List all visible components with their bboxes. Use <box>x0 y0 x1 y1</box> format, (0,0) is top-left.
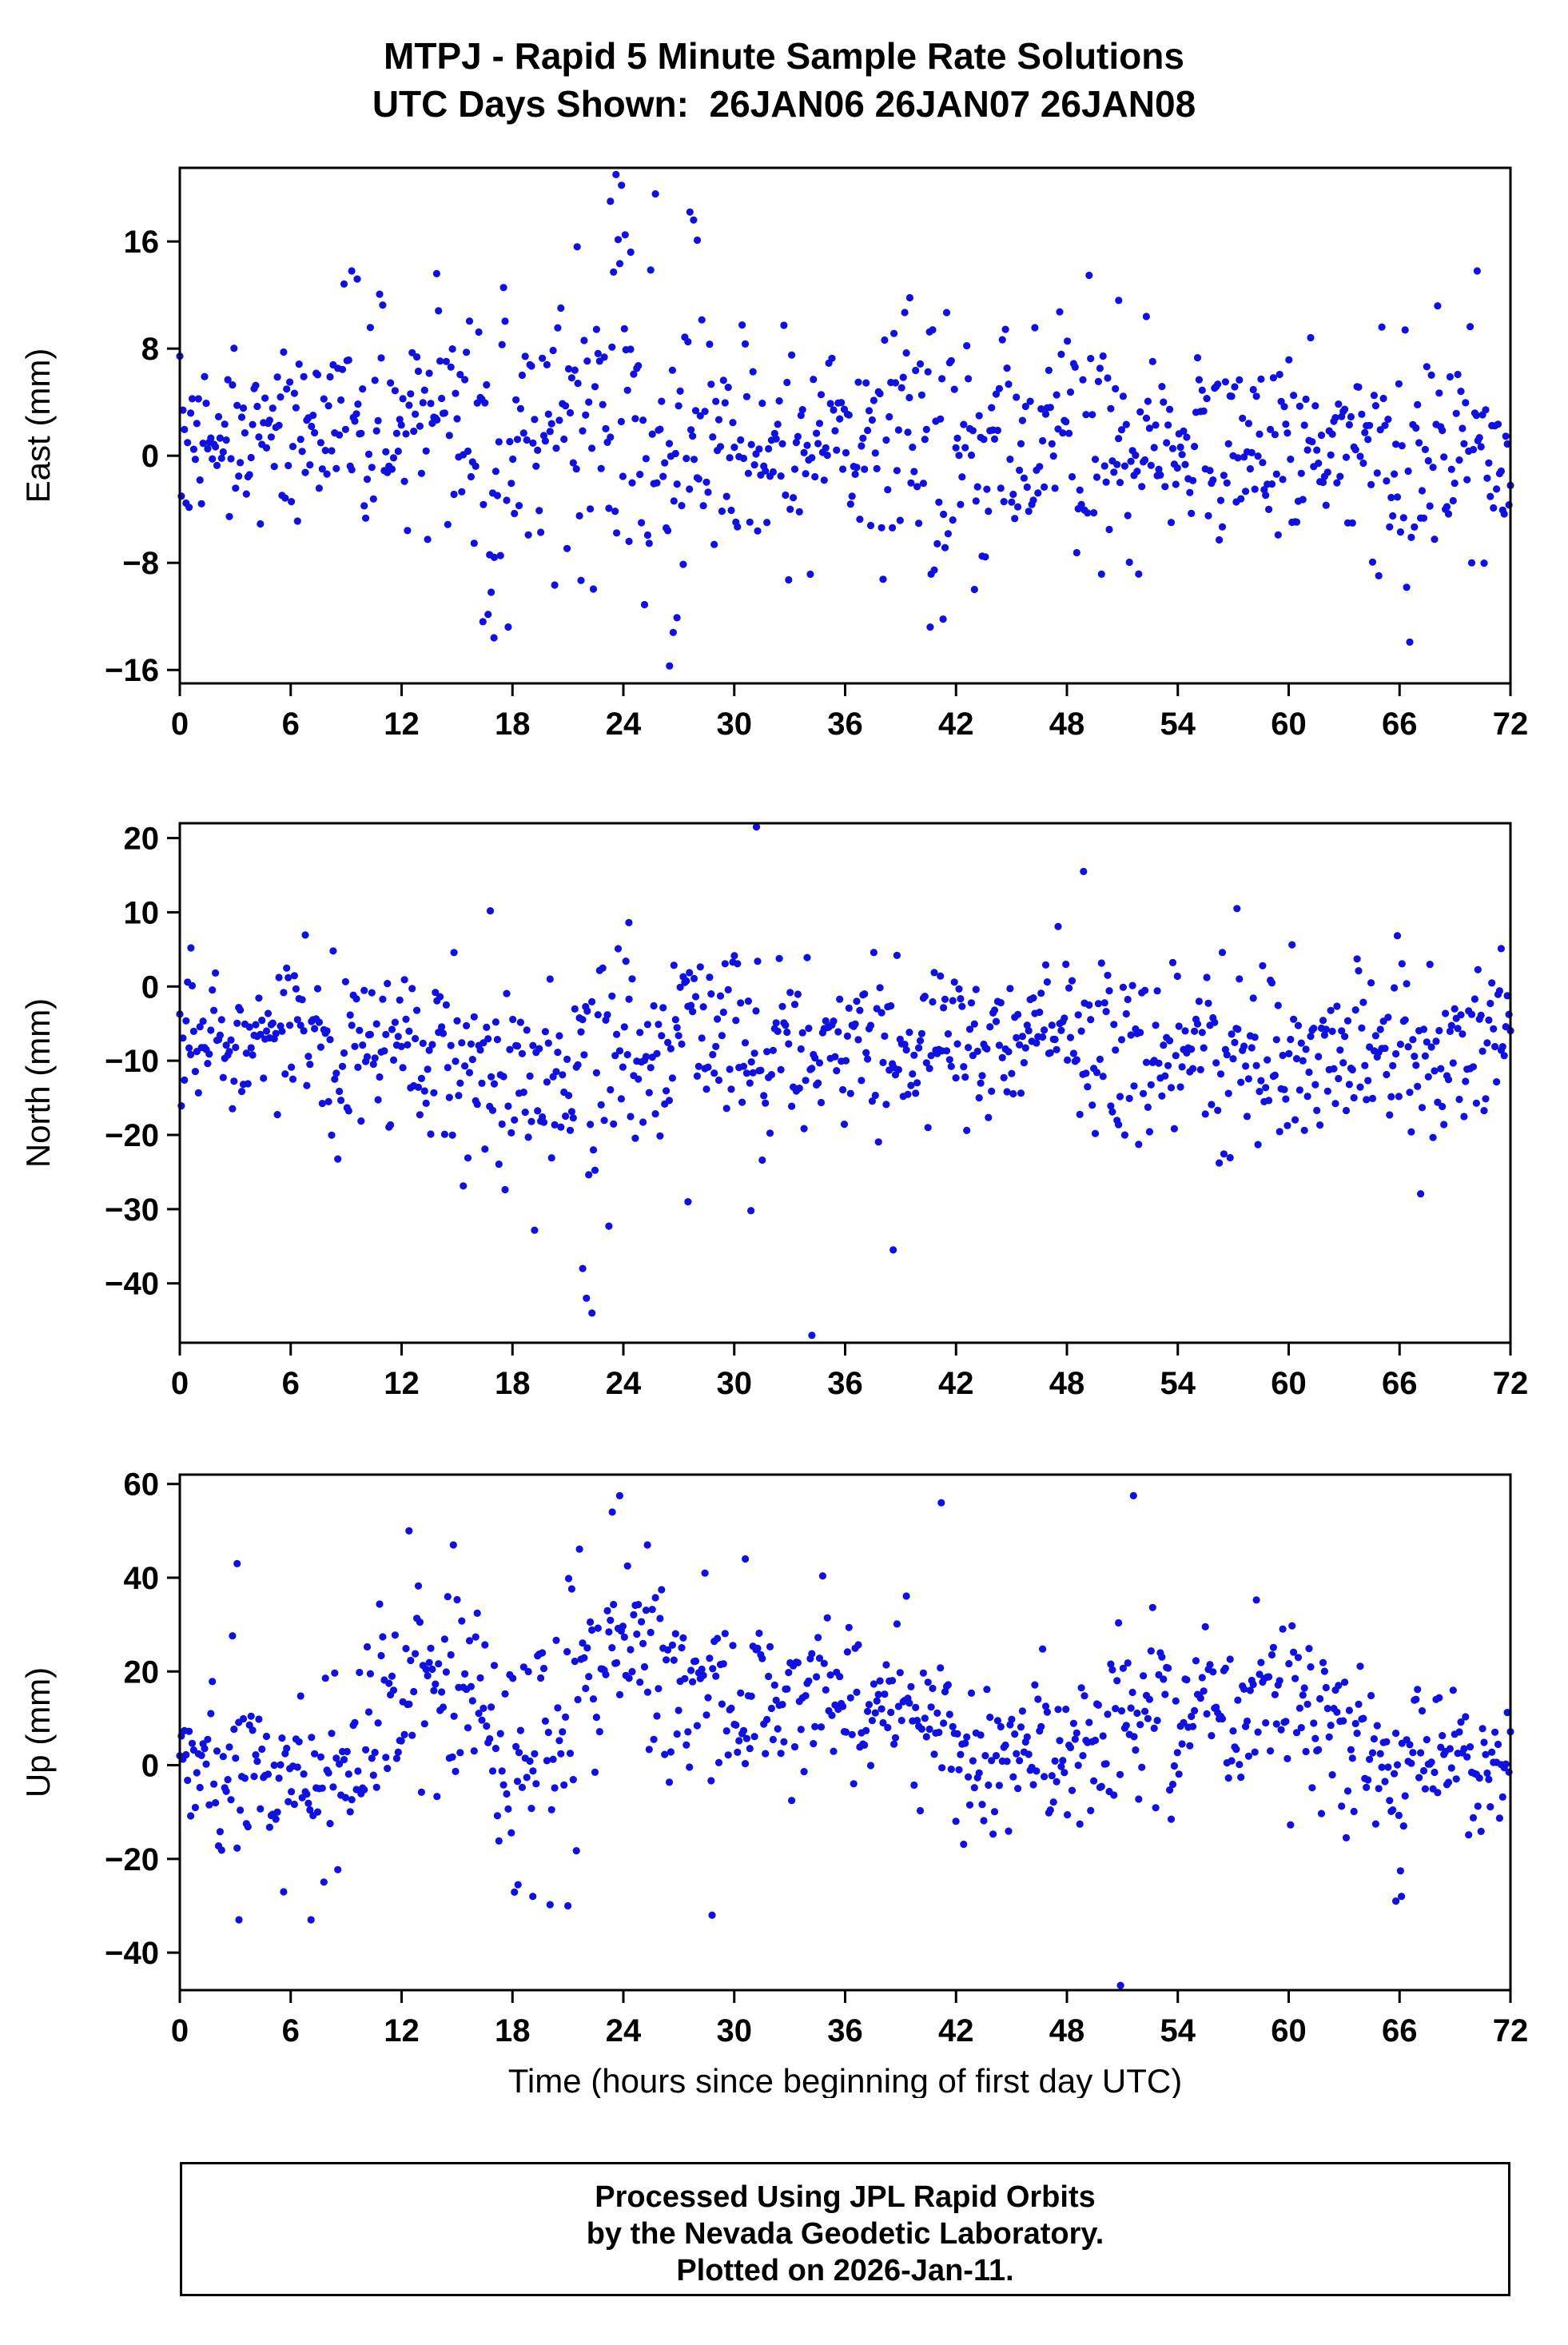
tick-labels: 0 6 12 18 24 30 36 42 48 54 60 66 72 −40 −30 −20 −10 0 10 2… <box>105 822 1528 1401</box>
x-tick-label: 60 <box>1271 707 1307 742</box>
x-tick-label: 18 <box>495 707 531 742</box>
x-tick-label: 0 <box>171 1366 189 1401</box>
chart-header: MTPJ - Rapid 5 Minute Sample Rate Soluti… <box>0 32 1568 128</box>
x-tick-label: 18 <box>495 2013 531 2048</box>
y-tick-label: 0 <box>141 969 159 1005</box>
y-tick-label: 0 <box>141 439 159 474</box>
x-tick-label: 42 <box>938 1366 974 1401</box>
x-tick-label: 6 <box>282 2013 300 2048</box>
x-tick-label: 42 <box>938 2013 974 2048</box>
y-tick-label: 60 <box>124 1467 160 1503</box>
x-tick-label: 48 <box>1049 707 1085 742</box>
y-tick-label: 40 <box>124 1561 160 1596</box>
x-tick-label: 0 <box>171 707 189 742</box>
x-tick-label: 12 <box>384 1366 420 1401</box>
up-scatter-panel: 0 6 12 18 24 30 36 42 48 54 60 66 72 −40 −20 0 20 40 60 Up … <box>19 1467 1528 2098</box>
x-tick-label: 48 <box>1049 1366 1085 1401</box>
x-tick-label: 0 <box>171 2013 189 2048</box>
x-tick-label: 48 <box>1049 2013 1085 2048</box>
chart-title: MTPJ - Rapid 5 Minute Sample Rate Soluti… <box>384 35 1184 77</box>
y-tick-label: −30 <box>105 1192 159 1228</box>
x-tick-label: 6 <box>282 1366 300 1401</box>
axis-ticks <box>167 837 1512 1356</box>
x-tick-label: 18 <box>495 1366 531 1401</box>
y-tick-label: 16 <box>124 225 160 260</box>
footer-line-2: by the Nevada Geodetic Laboratory. <box>586 2217 1104 2251</box>
x-tick-label: 30 <box>717 707 753 742</box>
north-scatter-panel: 0 6 12 18 24 30 36 42 48 54 60 66 72 −40 −30 −20 −10 0 10 2… <box>19 822 1528 1401</box>
x-tick-label: 24 <box>606 707 642 742</box>
y-tick-label: 0 <box>141 1749 159 1784</box>
footer-box: Processed Using JPL Rapid Orbits by the … <box>180 2162 1510 2296</box>
x-tick-label: 36 <box>827 1366 863 1401</box>
x-tick-label: 60 <box>1271 2013 1307 2048</box>
y-axis-title: North (mm) <box>19 998 57 1168</box>
chart-subtitle: UTC Days Shown: 26JAN06 26JAN07 26JAN08 <box>372 83 1196 125</box>
y-tick-label: 10 <box>124 895 160 930</box>
tick-labels: 0 6 12 18 24 30 36 42 48 54 60 66 72 −40 −20 0 20 40 60 <box>105 1467 1528 2048</box>
plot-frame <box>178 822 1512 1344</box>
x-tick-label: 36 <box>827 2013 863 2048</box>
y-tick-label: 20 <box>124 822 160 857</box>
axis-ticks <box>167 1483 1512 2003</box>
x-tick-label: 24 <box>606 1366 642 1401</box>
x-tick-label: 30 <box>717 1366 753 1401</box>
data-points <box>176 1491 1514 1989</box>
x-tick-label: 54 <box>1160 707 1196 742</box>
y-tick-label: −8 <box>122 546 159 581</box>
x-axis-title: Time (hours since beginning of first day… <box>508 2062 1182 2098</box>
data-points <box>176 170 1514 670</box>
x-tick-label: 36 <box>827 707 863 742</box>
footer-line-3: Plotted on 2026-Jan-11. <box>676 2254 1014 2287</box>
x-tick-label: 42 <box>938 707 974 742</box>
x-tick-label: 72 <box>1493 1366 1529 1401</box>
y-tick-label: −10 <box>105 1044 159 1079</box>
y-axis-title: East (mm) <box>19 348 57 504</box>
axis-ticks <box>167 240 1512 696</box>
x-tick-label: 54 <box>1160 1366 1196 1401</box>
y-axis-title: Up (mm) <box>19 1667 57 1798</box>
x-tick-label: 72 <box>1493 2013 1529 2048</box>
x-tick-label: 30 <box>717 2013 753 2048</box>
y-tick-label: −16 <box>105 653 159 688</box>
footer-line-1: Processed Using JPL Rapid Orbits <box>595 2180 1096 2214</box>
x-tick-label: 66 <box>1382 2013 1418 2048</box>
data-points <box>176 823 1514 1340</box>
x-tick-label: 12 <box>384 2013 420 2048</box>
x-tick-label: 66 <box>1382 707 1418 742</box>
x-tick-label: 60 <box>1271 1366 1307 1401</box>
y-tick-label: −20 <box>105 1118 159 1153</box>
y-tick-label: −40 <box>105 1936 159 1971</box>
x-tick-label: 72 <box>1493 707 1529 742</box>
y-tick-label: 8 <box>141 332 159 367</box>
x-tick-label: 12 <box>384 707 420 742</box>
y-tick-label: −40 <box>105 1267 159 1302</box>
tick-labels: 0 6 12 18 24 30 36 42 48 54 60 66 72 −16 −8 0 8 16 <box>105 225 1528 742</box>
x-tick-label: 24 <box>606 2013 642 2048</box>
x-tick-label: 66 <box>1382 1366 1418 1401</box>
east-scatter-panel: 0 6 12 18 24 30 36 42 48 54 60 66 72 −16 −8 0 8 16 East (m… <box>19 166 1528 742</box>
y-tick-label: −20 <box>105 1842 159 1877</box>
x-tick-label: 6 <box>282 707 300 742</box>
x-tick-label: 54 <box>1160 2013 1196 2048</box>
plot-frame <box>178 166 1512 685</box>
y-tick-label: 20 <box>124 1654 160 1690</box>
